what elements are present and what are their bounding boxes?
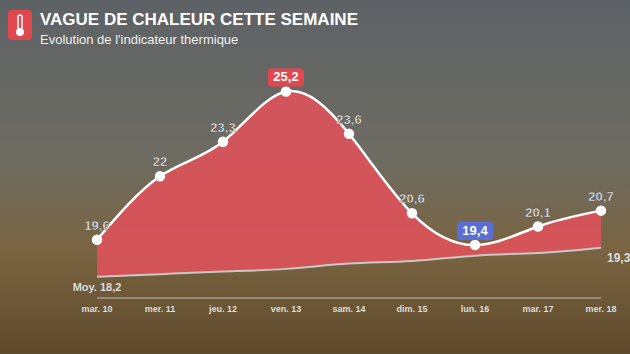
svg-text:23,6: 23,6	[336, 112, 361, 127]
svg-text:mar. 17: mar. 17	[522, 304, 553, 314]
svg-text:Moy. 18,2: Moy. 18,2	[73, 281, 122, 293]
svg-text:23,3: 23,3	[210, 120, 235, 135]
svg-text:22: 22	[153, 154, 167, 169]
svg-text:mer. 18: mer. 18	[585, 304, 616, 314]
svg-text:dim. 15: dim. 15	[396, 304, 427, 314]
svg-text:ven. 13: ven. 13	[271, 304, 302, 314]
html-text:Evolution de l'indicateur ther: Evolution de l'indicateur thermique	[40, 32, 239, 47]
svg-text:sam. 14: sam. 14	[332, 304, 365, 314]
svg-text:19,6: 19,6	[84, 218, 109, 233]
svg-text:20,7: 20,7	[588, 189, 613, 204]
svg-text:20,6: 20,6	[399, 191, 424, 206]
svg-text:19,4: 19,4	[462, 223, 488, 238]
svg-text:lun. 16: lun. 16	[461, 304, 490, 314]
svg-text:mer. 11: mer. 11	[145, 304, 176, 314]
html-text:VAGUE DE CHALEUR CETTE SEMAINE: VAGUE DE CHALEUR CETTE SEMAINE	[40, 10, 358, 29]
svg-text:20,1: 20,1	[525, 205, 550, 220]
svg-text:mar. 10: mar. 10	[81, 304, 112, 314]
svg-text:25,2: 25,2	[273, 69, 298, 84]
svg-text:jeu. 12: jeu. 12	[208, 304, 237, 314]
svg-text:19,3: 19,3	[607, 251, 630, 265]
